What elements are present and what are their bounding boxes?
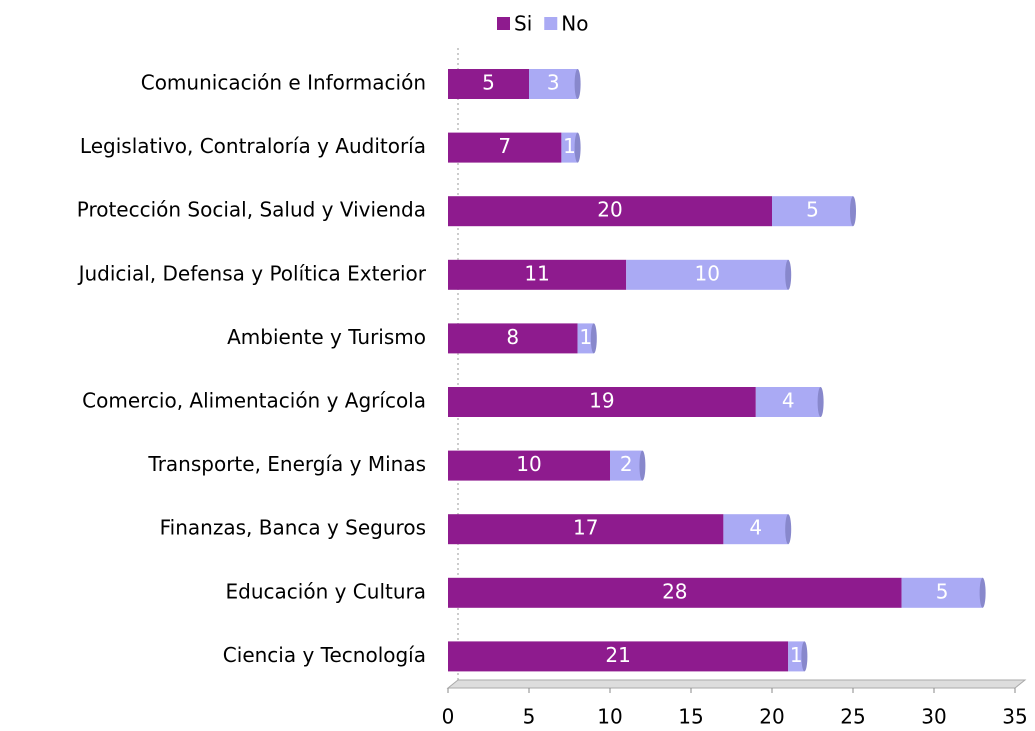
data-label: 5 xyxy=(806,198,819,222)
bar-cap xyxy=(801,641,808,672)
bar-segment xyxy=(448,387,756,417)
bar-segment xyxy=(901,577,983,608)
data-label: 19 xyxy=(589,389,614,413)
data-label: 28 xyxy=(662,579,687,603)
category-label: Educación y Cultura xyxy=(226,579,426,603)
data-label: 17 xyxy=(573,516,598,540)
x-tick-label: 0 xyxy=(442,705,455,729)
category-label: Comunicación e Información xyxy=(141,71,426,95)
data-label: 1 xyxy=(579,325,592,349)
bar-segment xyxy=(723,514,789,545)
bar-segment xyxy=(755,387,821,417)
bar-segment xyxy=(448,641,789,672)
bar-segment xyxy=(448,323,578,354)
floor xyxy=(446,679,1027,689)
category-label: Finanzas, Banca y Seguros xyxy=(160,516,426,540)
x-tick-label: 15 xyxy=(678,705,703,729)
data-label: 10 xyxy=(694,261,719,285)
data-label: 1 xyxy=(563,134,576,158)
x-tick-label: 25 xyxy=(840,705,865,729)
bar-cap xyxy=(639,450,646,481)
data-label: 4 xyxy=(782,389,795,413)
bar-cap xyxy=(590,323,597,354)
bar-segment xyxy=(772,196,853,227)
category-label: Judicial, Defensa y Política Exterior xyxy=(77,261,427,285)
bar-segment xyxy=(529,69,578,99)
legend-swatch xyxy=(497,17,510,30)
data-label: 5 xyxy=(936,579,949,603)
data-label: 5 xyxy=(482,71,495,95)
bar-segment xyxy=(610,450,643,481)
x-tick-label: 30 xyxy=(921,705,946,729)
bar-cap xyxy=(574,69,581,99)
category-label: Comercio, Alimentación y Agrícola xyxy=(82,389,426,413)
data-label: 8 xyxy=(506,325,519,349)
category-label: Legislativo, Contraloría y Auditoría xyxy=(80,134,426,158)
data-label: 20 xyxy=(597,198,622,222)
bar-segment xyxy=(561,132,578,163)
data-label: 7 xyxy=(498,134,511,158)
data-label: 4 xyxy=(749,516,762,540)
x-tick-label: 10 xyxy=(597,705,622,729)
data-label: 10 xyxy=(516,452,541,476)
legend-label: Si xyxy=(514,12,532,36)
bar-cap xyxy=(785,259,792,290)
bar-cap xyxy=(979,577,986,608)
bar-cap xyxy=(785,514,792,545)
category-label: Ciencia y Tecnología xyxy=(223,643,426,667)
bar-cap xyxy=(817,387,824,417)
x-tick-label: 35 xyxy=(1002,705,1027,729)
bar-cap xyxy=(574,132,581,163)
bar-segment xyxy=(788,641,805,672)
bar-segment xyxy=(448,196,772,227)
category-label: Protección Social, Salud y Vivienda xyxy=(77,198,426,222)
bar-segment xyxy=(448,450,610,481)
bar-segment xyxy=(448,577,902,608)
data-label: 1 xyxy=(790,643,803,667)
bar-segment xyxy=(448,514,724,545)
category-label: Ambiente y Turismo xyxy=(227,325,426,349)
data-label: 11 xyxy=(524,261,549,285)
bar-segment xyxy=(577,323,594,354)
bar-segment xyxy=(448,69,529,99)
bar-segment xyxy=(448,132,562,163)
legend-label: No xyxy=(561,12,588,36)
x-tick-label: 5 xyxy=(523,705,536,729)
x-tick-label: 20 xyxy=(759,705,784,729)
data-label: 3 xyxy=(547,71,560,95)
bar-segment xyxy=(626,259,789,290)
data-label: 2 xyxy=(620,452,633,476)
bar-segment xyxy=(448,259,627,290)
category-label: Transporte, Energía y Minas xyxy=(147,452,426,476)
data-label: 21 xyxy=(605,643,630,667)
legend-swatch xyxy=(544,17,558,30)
bar-cap xyxy=(850,196,856,227)
